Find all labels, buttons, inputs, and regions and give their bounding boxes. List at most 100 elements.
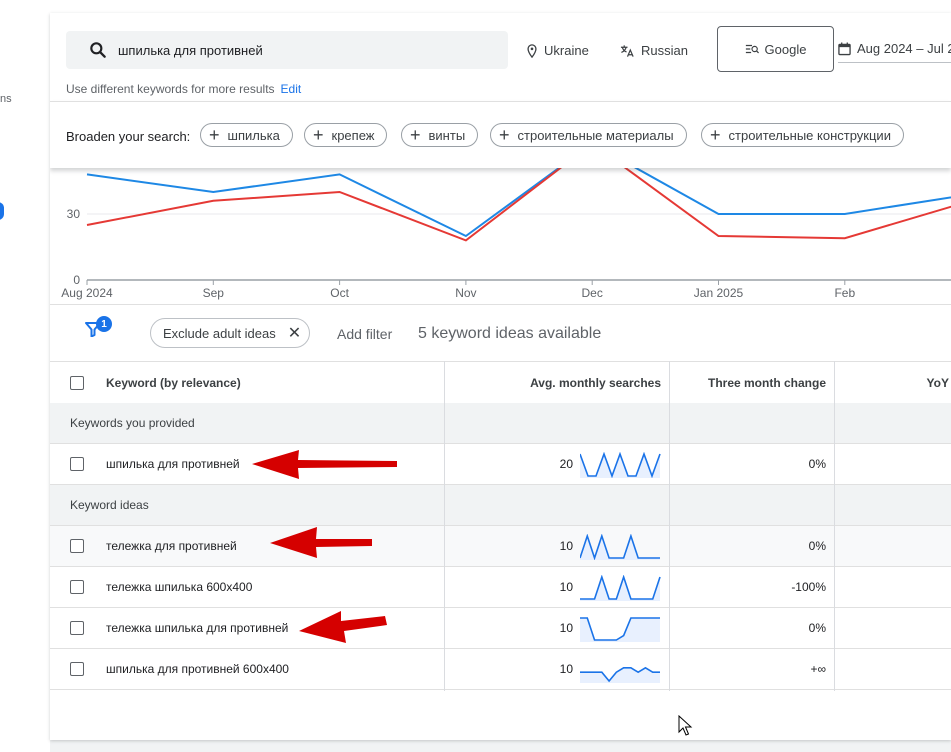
broaden-chip-label: строительные материалы: [517, 127, 674, 143]
sparkline-area: [580, 618, 660, 642]
sparkline-line: [580, 452, 661, 478]
x-tick-label: Nov: [455, 286, 476, 300]
y-tick-label: 0: [73, 273, 80, 287]
left-rail: ns: [0, 0, 50, 752]
annotation-arrow: [270, 527, 372, 558]
row-checkbox[interactable]: [70, 539, 84, 553]
broaden-chip-label: шпилька: [227, 127, 280, 143]
hint-text: Use different keywords for more results: [66, 82, 275, 96]
broaden-chip[interactable]: + строительные материалы: [490, 123, 687, 147]
keyword-column-header[interactable]: Keyword (by relevance): [106, 376, 241, 390]
broaden-chip[interactable]: + строительные конструкции: [701, 123, 904, 147]
section-ideas-label: Keyword ideas: [70, 498, 149, 512]
plus-icon: +: [499, 125, 510, 145]
trend-sparkline: [580, 452, 661, 478]
filter-toolbar: 1 Exclude adult ideas ✕ Add filter 5 key…: [50, 304, 951, 362]
engine-label: Google: [764, 41, 807, 57]
date-range-label: Aug 2024 – Jul 2: [857, 41, 951, 56]
broaden-chip-label: винты: [428, 127, 466, 143]
x-tick-label: Oct: [330, 286, 349, 300]
column-divider: [444, 361, 445, 691]
three-month-change-value: 0%: [808, 621, 826, 635]
section-provided-label: Keywords you provided: [70, 416, 195, 430]
top-strip: [50, 0, 951, 14]
search-input[interactable]: шпилька для противней: [66, 31, 508, 69]
close-icon[interactable]: ✕: [287, 325, 302, 342]
avg-searches-value: 10: [559, 662, 573, 676]
broaden-chip-label: строительные конструкции: [728, 127, 891, 143]
series-line-0: [86, 163, 951, 238]
three-month-change-value: 0%: [808, 539, 826, 553]
column-divider: [669, 361, 670, 691]
row-checkbox[interactable]: [70, 662, 84, 676]
table-header: Keyword (by relevance) Avg. monthly sear…: [50, 361, 951, 405]
search-icon: [90, 42, 106, 58]
x-tick-label: Sep: [203, 286, 225, 300]
edit-link[interactable]: Edit: [280, 82, 302, 96]
date-range-picker[interactable]: Aug 2024 – Jul 2: [838, 41, 951, 63]
plus-icon: +: [410, 125, 421, 145]
three-month-change-value: 0%: [808, 457, 826, 471]
exclude-adult-label: Exclude adult ideas: [163, 325, 276, 341]
plus-icon: +: [313, 125, 324, 145]
x-tick-label: Dec: [582, 286, 603, 300]
row-checkbox[interactable]: [70, 621, 84, 635]
avg-searches-value: 10: [559, 580, 573, 594]
avg-searches-value: 10: [559, 539, 573, 553]
table-row[interactable]: тележка шпилька для противней 10 0%: [50, 608, 951, 649]
translate-icon: [620, 44, 634, 57]
sparkline-line: [580, 666, 660, 683]
broaden-chip[interactable]: + крепеж: [304, 123, 388, 147]
three-month-change-value: -100%: [791, 580, 826, 594]
select-all-checkbox[interactable]: [70, 376, 84, 390]
broaden-chip[interactable]: + шпилька: [200, 123, 293, 147]
location-pin-icon: [527, 43, 537, 58]
sparkline-line: [580, 575, 661, 600]
filter-button[interactable]: 1: [85, 316, 112, 342]
three-month-change-column-header[interactable]: Three month change: [707, 376, 826, 390]
search-query: шпилька для противней: [118, 42, 263, 58]
keyword-planner-panel: шпилька для противней Ukraine Russian Go…: [50, 13, 951, 740]
language-filter[interactable]: Russian: [620, 43, 688, 58]
trend-sparkline: [580, 534, 660, 560]
plus-icon: +: [710, 125, 721, 145]
sparkline-line: [580, 534, 660, 560]
table-row[interactable]: шпилька для противней 600x400 10 +∞: [50, 649, 951, 690]
annotation-arrow: [252, 450, 397, 479]
table-row[interactable]: тележка для противней 10 0%: [50, 526, 951, 567]
keyword-ideas-count: 5 keyword ideas available: [418, 325, 602, 342]
keyword-text: тележка для противней: [106, 539, 237, 553]
sparkline-line: [580, 617, 660, 641]
trend-sparkline: [580, 617, 660, 642]
table-row[interactable]: шпилька для противней 20 0%: [50, 444, 951, 485]
plus-icon: +: [209, 125, 220, 145]
section-ideas: Keyword ideas: [50, 485, 951, 526]
annotation-arrow: [299, 611, 387, 643]
location-label: Ukraine: [544, 43, 589, 58]
y-tick-label: 30: [67, 207, 81, 221]
table-row[interactable]: тележка шпилька 600x400 10 -100%: [50, 567, 951, 608]
avg-searches-value: 10: [559, 621, 573, 635]
row-checkbox[interactable]: [70, 457, 84, 471]
broaden-chip-label: крепеж: [331, 127, 375, 143]
refine-hint: Use different keywords for more results E…: [66, 82, 301, 96]
broaden-chip[interactable]: + винты: [401, 123, 479, 147]
series-line-1: [86, 163, 951, 242]
avg-searches-column-header[interactable]: Avg. monthly searches: [530, 376, 661, 390]
broaden-label: Broaden your search:: [66, 129, 191, 144]
left-rail-partial-text: ns: [0, 93, 12, 105]
keyword-text: тележка шпилька 600x400: [106, 580, 253, 594]
search-engine-button[interactable]: Google: [717, 26, 834, 72]
broaden-search-bar: Broaden your search: + шпилька + крепеж + в…: [50, 101, 951, 168]
yoy-column-header[interactable]: YoY: [926, 376, 949, 390]
row-checkbox[interactable]: [70, 580, 84, 594]
keyword-text: тележка шпилька для противней: [106, 621, 289, 635]
location-filter[interactable]: Ukraine: [526, 43, 589, 58]
three-month-change-value: +∞: [810, 662, 826, 676]
add-filter-button[interactable]: Add filter: [337, 326, 393, 342]
trend-sparkline: [580, 575, 661, 601]
exclude-adult-chip[interactable]: Exclude adult ideas ✕: [150, 318, 311, 348]
avg-searches-value: 20: [559, 457, 573, 471]
